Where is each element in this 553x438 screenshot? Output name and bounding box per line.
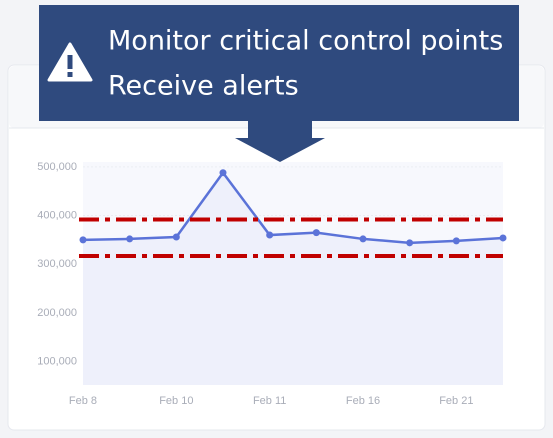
y-tick-label: 500,000 xyxy=(37,161,77,173)
y-tick-label: 300,000 xyxy=(37,258,77,270)
y-tick-label: 400,000 xyxy=(37,209,77,221)
callout-box xyxy=(39,5,519,121)
callout: Monitor critical control points Receive … xyxy=(39,5,519,162)
point xyxy=(452,237,460,245)
point xyxy=(126,235,134,243)
x-tick-label: Feb 11 xyxy=(253,395,286,407)
point xyxy=(499,234,507,242)
warning-dot xyxy=(67,72,73,77)
warning-mark xyxy=(67,55,73,69)
point xyxy=(312,229,320,237)
point xyxy=(406,239,414,247)
y-tick-label: 100,000 xyxy=(37,356,77,368)
x-tick-label: Feb 10 xyxy=(159,395,193,407)
line xyxy=(82,170,504,245)
y-tick-label: 200,000 xyxy=(37,307,77,319)
point xyxy=(172,233,180,241)
callout-arrow xyxy=(235,121,325,162)
x-tick-label: Feb 16 xyxy=(346,395,380,407)
plot: 100,000 200,000 300,000 400,000 500,000 Feb 8… xyxy=(37,161,507,407)
point xyxy=(359,235,367,243)
callout-line: Receive alerts xyxy=(108,71,299,102)
point xyxy=(219,169,227,177)
x-tick-label: Feb 21 xyxy=(439,395,473,407)
point xyxy=(79,236,87,244)
callout-line: Monitor critical control points xyxy=(108,26,503,57)
point xyxy=(266,231,274,239)
x-tick-label: Feb 8 xyxy=(69,395,97,407)
area xyxy=(83,172,503,385)
